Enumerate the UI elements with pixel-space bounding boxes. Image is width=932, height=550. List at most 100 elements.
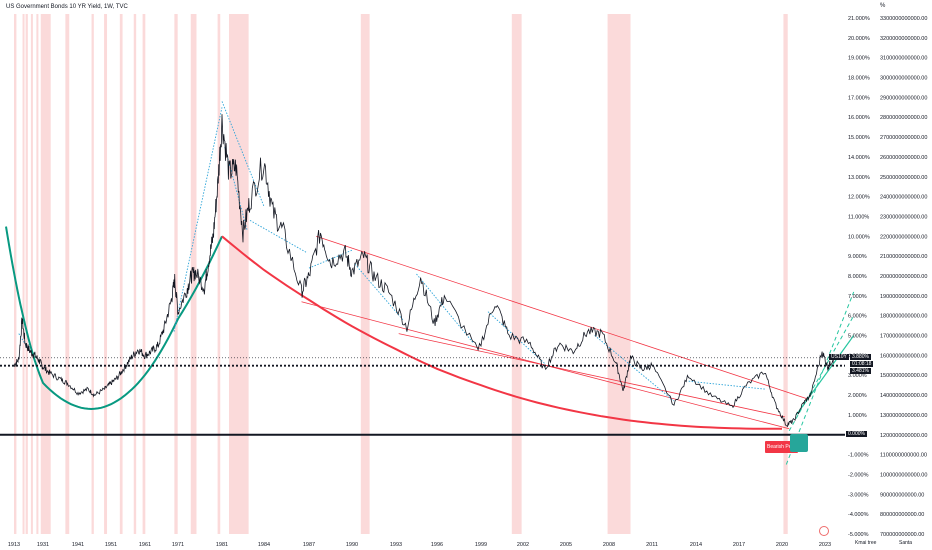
recession-band (104, 14, 108, 534)
y-tick-label: 2.000% (848, 393, 867, 399)
y-tick-label: 3.000% (848, 373, 867, 379)
y-tick-label: 21.000% (848, 16, 870, 22)
x-tick-label: 2023 (819, 542, 831, 548)
y2-tick-label: 2000000000000.00 (880, 274, 927, 280)
recession-band (229, 14, 249, 534)
footer-right-text: Santa (899, 540, 913, 546)
zero-level-tag: 0.000% (846, 431, 867, 437)
y-tick-label: 10.000% (848, 234, 870, 240)
last-price-tag: 3.880% (850, 354, 871, 360)
x-tick-label: 1993 (390, 542, 402, 548)
x-tick-label: 1987 (303, 542, 315, 548)
y-tick-label: 17.000% (848, 95, 870, 101)
x-tick-label: 1999 (475, 542, 487, 548)
trend-dotted-line (594, 335, 675, 402)
y2-tick-label: 1800000000000.00 (880, 314, 927, 320)
y2-tick-label: 1000000000000.00 (880, 472, 927, 478)
trend-dotted-line (224, 146, 248, 231)
recession-band (65, 14, 70, 534)
green-cup-curve (5, 226, 223, 411)
x-tick-label: 2011 (646, 542, 658, 548)
y2-tick-label: 2600000000000.00 (880, 155, 927, 161)
annotation-arrow-icon (790, 434, 808, 452)
y2-tick-label: 2800000000000.00 (880, 115, 927, 121)
recession-band (783, 14, 788, 534)
x-tick-label: 1981 (216, 542, 228, 548)
trend-dotted-line (416, 273, 475, 344)
y2-tick-label: 2900000000000.00 (880, 95, 927, 101)
recession-band (511, 14, 522, 534)
y2-tick-label: 900000000000.00 (880, 492, 924, 498)
recession-band (217, 14, 221, 534)
y2-tick-label: 3300000000000.00 (880, 16, 927, 22)
y-tick-label: 5.000% (848, 334, 867, 340)
y2-tick-label: 1500000000000.00 (880, 373, 927, 379)
y-tick-label: -5.000% (848, 532, 869, 538)
y-tick-label: 8.000% (848, 274, 867, 280)
recession-band (174, 14, 178, 534)
tradingview-logo-icon (819, 526, 829, 536)
y-tick-label: -2.000% (848, 472, 869, 478)
y-tick-label: 12.000% (848, 195, 870, 201)
recession-band (119, 14, 123, 534)
price-axis-unit: % (880, 3, 886, 9)
recession-band (133, 14, 137, 534)
x-tick-label: 2017 (733, 542, 745, 548)
channel-inner-line (398, 333, 785, 418)
y2-tick-label: 2400000000000.00 (880, 195, 927, 201)
y2-tick-label: 2100000000000.00 (880, 254, 927, 260)
trend-dotted-line (249, 220, 307, 253)
x-tick-label: 2014 (690, 542, 702, 548)
recession-bands (14, 14, 788, 534)
countdown-tag: 01:08:18 (850, 361, 874, 367)
y2-tick-label: 1300000000000.00 (880, 413, 927, 419)
recession-band (40, 14, 51, 534)
y-tick-label: -1.000% (848, 453, 869, 459)
x-tick-label: 1971 (172, 542, 184, 548)
y2-tick-label: 1700000000000.00 (880, 334, 927, 340)
y2-tick-label: 2500000000000.00 (880, 175, 927, 181)
y-tick-label: 13.000% (848, 175, 870, 181)
y-tick-label: 7.000% (848, 294, 867, 300)
y-tick-label: 6.000% (848, 314, 867, 320)
x-tick-label: 2020 (776, 542, 788, 548)
x-tick-label: 1913 (8, 542, 20, 548)
red-decay-arc (221, 235, 782, 430)
y2-tick-label: 800000000000.00 (880, 512, 924, 518)
y-tick-label: -4.000% (848, 512, 869, 518)
drawing-overlays (5, 101, 855, 465)
trend-dotted-line (221, 101, 265, 207)
price-line (13, 114, 834, 428)
teal-solid-line (795, 335, 855, 416)
y2-tick-label: 1100000000000.00 (880, 453, 927, 459)
y2-tick-label: 2300000000000.00 (880, 214, 927, 220)
price-series (13, 114, 834, 428)
x-tick-label: 1931 (37, 542, 49, 548)
y2-tick-label: 1200000000000.00 (880, 433, 927, 439)
dotted-level-tag: 3.481% (850, 368, 871, 374)
recession-band (25, 14, 28, 534)
annotation-badge[interactable]: Bearish Pe... (765, 441, 798, 453)
y-tick-label: 11.000% (848, 214, 869, 220)
y-tick-label: 14.000% (848, 155, 870, 161)
x-tick-label: 1951 (105, 542, 117, 548)
teal-dashed-line-2 (788, 315, 855, 432)
trend-dotted-line (354, 263, 404, 320)
recession-band (91, 14, 94, 534)
y2-tick-label: 2200000000000.00 (880, 234, 927, 240)
chart-title: US Government Bonds 10 YR Yield, 1W, TVC (6, 4, 128, 10)
price-levels (0, 357, 845, 436)
channel-upper-line (316, 235, 808, 400)
trend-dotted-line (173, 107, 223, 332)
y2-tick-label: 3000000000000.00 (880, 76, 927, 82)
recession-band (30, 14, 33, 534)
footer-left-text: Kmai tree (855, 540, 877, 546)
y-tick-label: 9.000% (848, 254, 867, 260)
y2-tick-label: 700000000000.00 (880, 532, 924, 538)
y2-tick-label: 3200000000000.00 (880, 36, 927, 42)
symbol-tag: US10Y (829, 354, 849, 360)
y-tick-label: 1.000% (848, 413, 867, 419)
x-tick-label: 2008 (603, 542, 615, 548)
